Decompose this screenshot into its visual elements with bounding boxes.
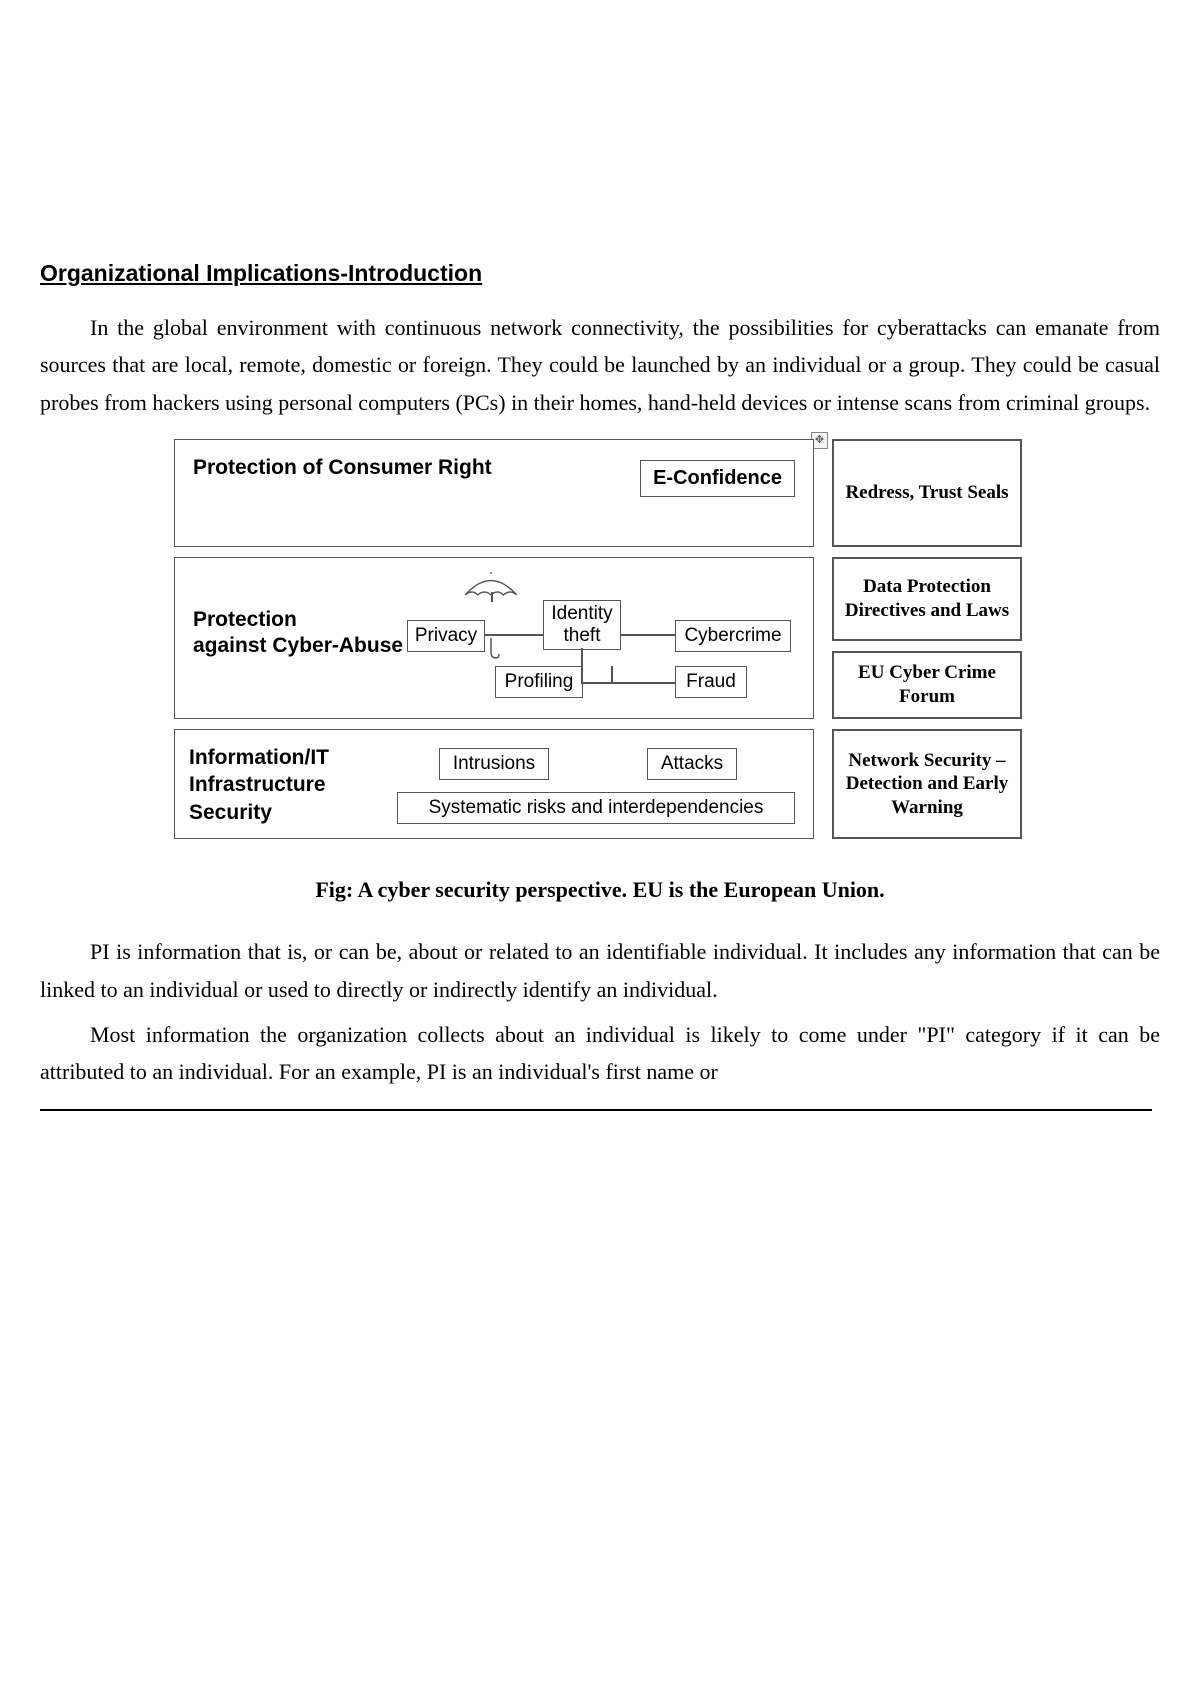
econfidence-badge: E-Confidence — [640, 460, 795, 497]
panel-eu-forum: EU Cyber Crime Forum — [832, 651, 1022, 719]
panel-infrastructure: Information/IT Infrastructure Security I… — [174, 729, 814, 839]
fraud-box: Fraud — [675, 666, 747, 698]
pi-paragraph-1-text: PI is information that is, or can be, ab… — [40, 939, 1160, 1001]
panel-cyber-abuse: Protection against Cyber-Abuse Privacy I… — [174, 557, 814, 719]
bottom-rule — [40, 1109, 1152, 1111]
cyber-abuse-title-1: Protection — [193, 606, 297, 633]
connector — [611, 666, 613, 683]
figure-caption: Fig: A cyber security perspective. EU is… — [40, 877, 1160, 903]
privacy-box: Privacy — [407, 620, 485, 652]
cyber-abuse-title-2: against Cyber-Abuse — [193, 632, 403, 659]
intrusions-box: Intrusions — [439, 748, 549, 780]
profiling-box: Profiling — [495, 666, 583, 698]
pi-paragraph-2: Most information the organization collec… — [40, 1016, 1160, 1091]
attacks-box: Attacks — [647, 748, 737, 780]
connector — [611, 682, 675, 684]
identity-theft-box: Identity theft — [543, 600, 621, 650]
connector — [581, 682, 611, 684]
infrastructure-title: Information/IT Infrastructure Security — [189, 744, 369, 826]
consumer-right-title: Protection of Consumer Right — [193, 454, 493, 481]
connector — [491, 592, 493, 602]
panel-data-protection: Data Protection Directives and Laws — [832, 557, 1022, 641]
connector — [485, 634, 543, 636]
pi-paragraph-2-text: Most information the organization collec… — [40, 1022, 1160, 1084]
section-heading: Organizational Implications-Introduction — [40, 260, 1160, 287]
umbrella-handle-icon — [486, 638, 500, 660]
panel-network-security: Network Security – Detection and Early W… — [832, 729, 1022, 839]
panel-consumer-right: Protection of Consumer Right E-Confidenc… — [174, 439, 814, 547]
connector — [621, 634, 675, 636]
intro-paragraph: In the global environment with continuou… — [40, 309, 1160, 421]
connector — [581, 648, 583, 682]
diagram-container: ✥ Protection of Consumer Right E-Confide… — [174, 439, 1026, 839]
systematic-box: Systematic risks and interdependencies — [397, 792, 795, 824]
cybercrime-box: Cybercrime — [675, 620, 791, 652]
pi-paragraph-1: PI is information that is, or can be, ab… — [40, 933, 1160, 1008]
panel-redress: Redress, Trust Seals — [832, 439, 1022, 547]
